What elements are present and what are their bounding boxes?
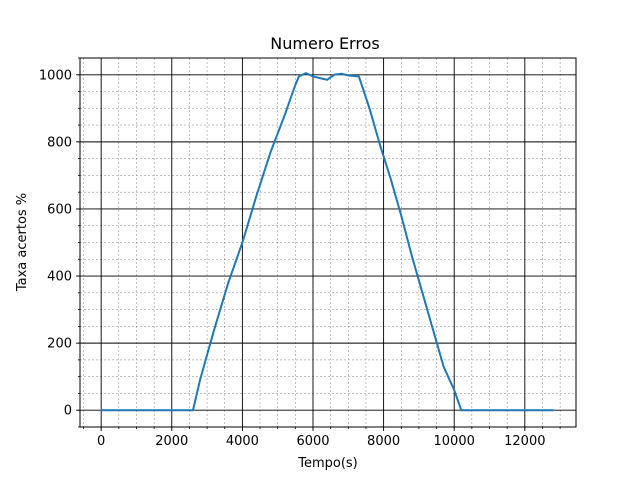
y-tick-label: 800 <box>47 135 72 150</box>
chart-title: Numero Erros <box>270 34 379 53</box>
x-tick-label: 0 <box>97 434 105 449</box>
y-tick-label: 0 <box>64 404 72 419</box>
x-tick-label: 4000 <box>226 434 259 449</box>
series-line-0 <box>100 72 555 412</box>
y-tick-label: 600 <box>47 202 72 217</box>
x-tick-label: 10000 <box>434 434 475 449</box>
y-axis-ticks: 0 200 400 600 800 1000 <box>39 57 80 428</box>
x-tick-label: 8000 <box>367 434 400 449</box>
y-tick-label: 400 <box>47 270 72 285</box>
x-tick-label: 2000 <box>155 434 188 449</box>
x-tick-label: 12000 <box>504 434 545 449</box>
y-tick-label: 1000 <box>39 68 72 83</box>
y-axis-label: Taxa acertos % <box>15 193 30 292</box>
x-axis-ticks: 0 2000 4000 6000 8000 10000 12000 <box>83 427 561 449</box>
y-tick-label: 200 <box>47 337 72 352</box>
x-axis-label: Tempo(s) <box>297 456 358 471</box>
series-layer <box>100 72 555 412</box>
x-tick-label: 6000 <box>296 434 329 449</box>
